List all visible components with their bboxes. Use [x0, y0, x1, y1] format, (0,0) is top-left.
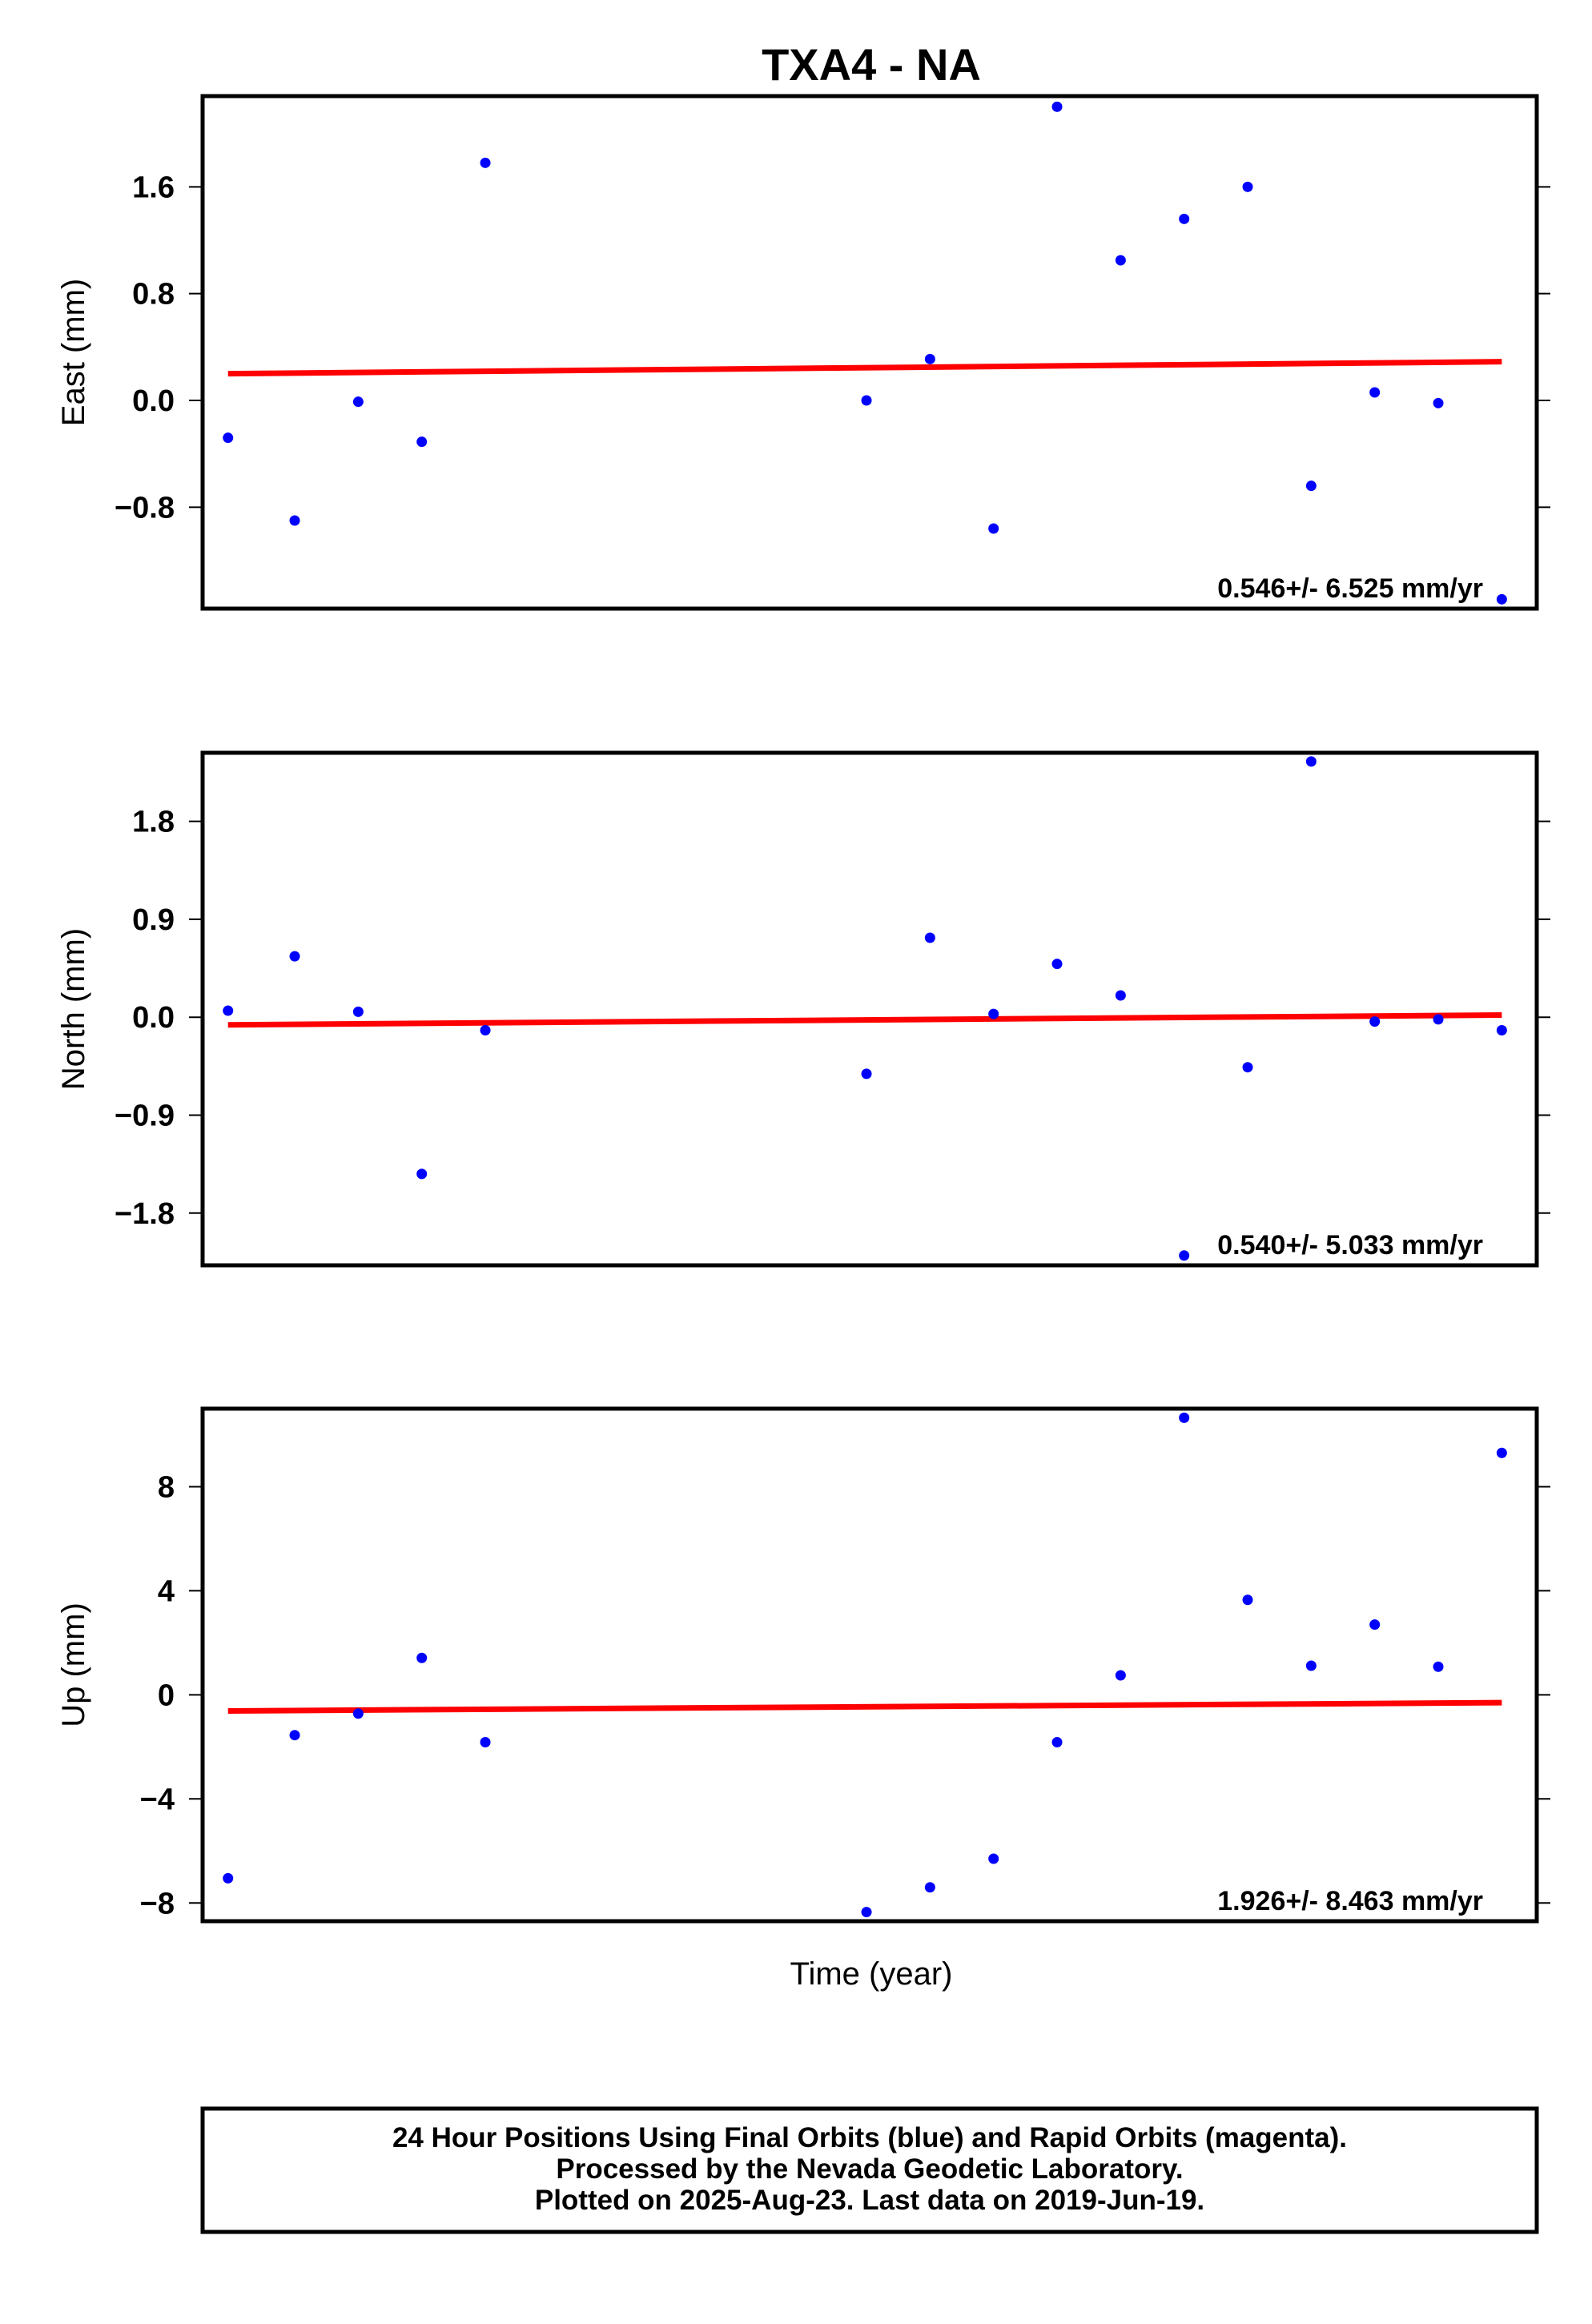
north-rate-label: 0.540+/- 5.033 mm/yr — [1217, 1230, 1483, 1261]
north-tick-label: −1.8 — [115, 1197, 175, 1231]
east-tick-label: 0.8 — [132, 278, 175, 312]
east-panel: 1.6 0.8 0.0 −0.8 East (mm) 0.546+/- 6.525 mm/… — [56, 94, 1550, 611]
up-tick-label: 4 — [158, 1574, 175, 1608]
east-trend-line — [227, 359, 1502, 377]
up-data-point — [1115, 1670, 1126, 1681]
up-data-point — [1179, 1412, 1190, 1423]
north-tick-label: 0.0 — [132, 1001, 175, 1035]
up-data-point — [352, 1708, 364, 1719]
up-data-point — [1496, 1447, 1507, 1458]
east-data-point — [480, 157, 491, 168]
east-data-point — [352, 396, 364, 408]
up-tick-label: −8 — [140, 1887, 175, 1920]
north-data-point — [1496, 1024, 1507, 1035]
east-data-point — [1051, 101, 1063, 112]
up-data-point — [289, 1730, 300, 1741]
north-data-point — [416, 1168, 428, 1180]
east-data-point — [1115, 255, 1126, 266]
east-data-point — [988, 523, 999, 534]
panels-group: 1.6 0.8 0.0 −0.8 East (mm) 0.546+/- 6.525 mm/… — [56, 94, 1550, 1924]
north-data-point — [1433, 1014, 1444, 1025]
up-data-point — [1305, 1660, 1317, 1671]
east-tick-label: −0.8 — [115, 491, 175, 525]
east-data-point — [416, 436, 428, 448]
north-data-point — [1051, 959, 1063, 970]
east-rate-label: 0.546+/- 6.525 mm/yr — [1217, 573, 1483, 604]
up-rate-label: 1.926+/- 8.463 mm/yr — [1217, 1886, 1483, 1916]
north-data-point — [1179, 1250, 1190, 1261]
east-data-point — [1496, 593, 1507, 605]
chart-title: TXA4 - NA — [762, 39, 981, 90]
north-plot-frame — [200, 750, 1539, 1268]
up-data-point — [480, 1736, 491, 1747]
up-trend-line — [227, 1699, 1502, 1715]
east-plot-frame — [200, 94, 1539, 611]
up-tick-label: −4 — [140, 1783, 175, 1816]
north-data-point — [988, 1008, 999, 1019]
up-data-point — [988, 1853, 999, 1864]
up-data-point — [1369, 1619, 1381, 1630]
footer-line-3: Plotted on 2025-Aug-23. Last data on 201… — [535, 2185, 1204, 2216]
east-data-point — [861, 395, 872, 406]
up-data-point — [416, 1652, 428, 1663]
up-data-point — [924, 1882, 935, 1893]
north-panel: 1.8 0.9 0.0 −0.9 −1.8 North (mm) 0.540+/- 5.03… — [56, 750, 1550, 1268]
east-data-point — [289, 515, 300, 526]
north-data-point — [924, 932, 935, 943]
east-tick-label: 0.0 — [132, 384, 175, 418]
up-data-point — [1433, 1661, 1444, 1672]
north-data-point — [289, 951, 300, 962]
east-data-point — [1242, 181, 1253, 192]
east-y-axis-label: East (mm) — [56, 279, 91, 426]
up-data-point — [1242, 1594, 1253, 1606]
up-data-point — [1051, 1736, 1063, 1747]
north-data-point — [1115, 990, 1126, 1001]
north-data-point — [861, 1068, 872, 1080]
up-data-point — [223, 1872, 234, 1884]
x-axis-label: Time (year) — [790, 1956, 953, 1992]
north-data-point — [1369, 1016, 1381, 1027]
north-tick-label: 0.9 — [132, 903, 175, 937]
north-data-point — [1242, 1062, 1253, 1073]
east-data-point — [1369, 387, 1381, 398]
up-tick-label: 0 — [158, 1679, 175, 1712]
up-data-point — [861, 1907, 872, 1918]
north-trend-line — [227, 1011, 1502, 1028]
north-data-point — [1305, 756, 1317, 767]
north-data-point — [352, 1006, 364, 1017]
north-tick-label: 1.8 — [132, 806, 175, 839]
footer-box — [200, 2106, 1539, 2234]
east-data-point — [1305, 480, 1317, 492]
footer-line-1: 24 Hour Positions Using Final Orbits (bl… — [392, 2122, 1347, 2153]
up-y-axis-label: Up (mm) — [56, 1602, 91, 1727]
north-data-point — [480, 1024, 491, 1035]
east-data-point — [1433, 397, 1444, 408]
east-tick-label: 1.6 — [132, 171, 175, 204]
north-y-axis-label: North (mm) — [56, 928, 91, 1090]
north-data-point — [223, 1005, 234, 1016]
up-panel: 8 4 0 −4 −8 Up (mm) 1.926+/- 8.463 mm/yr — [56, 1406, 1550, 1924]
footer-line-2: Processed by the Nevada Geodetic Laborat… — [556, 2153, 1183, 2185]
east-data-point — [223, 432, 234, 444]
up-plot-frame — [200, 1406, 1539, 1924]
up-tick-label: 8 — [158, 1470, 175, 1504]
north-tick-label: −0.9 — [115, 1099, 175, 1132]
east-data-point — [1179, 213, 1190, 224]
east-data-point — [924, 353, 935, 364]
